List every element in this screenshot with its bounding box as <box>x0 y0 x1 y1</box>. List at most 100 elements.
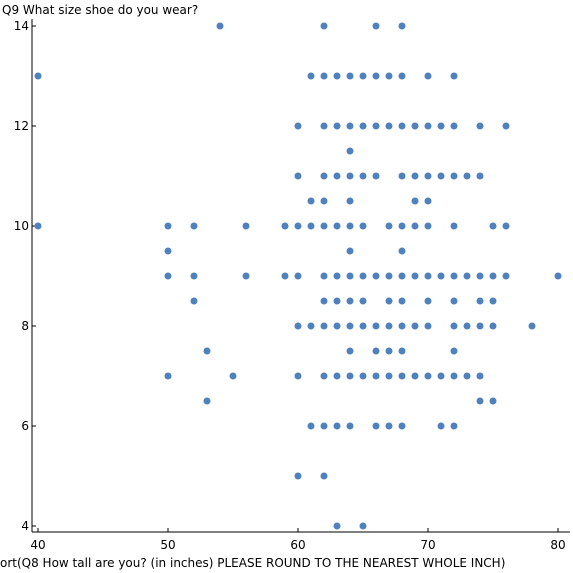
data-point <box>411 322 419 330</box>
data-point <box>346 197 354 205</box>
data-point <box>333 222 341 230</box>
data-point <box>411 122 419 130</box>
data-point <box>307 422 315 430</box>
data-point <box>385 372 393 380</box>
data-point <box>372 72 380 80</box>
data-point <box>489 222 497 230</box>
data-point <box>437 272 445 280</box>
data-point <box>411 372 419 380</box>
data-point <box>450 222 458 230</box>
data-point <box>242 272 250 280</box>
data-point <box>320 172 328 180</box>
data-point <box>346 297 354 305</box>
data-point <box>320 422 328 430</box>
data-point <box>34 222 42 230</box>
data-point <box>398 297 406 305</box>
data-point <box>294 222 302 230</box>
data-point <box>307 222 315 230</box>
data-point <box>333 172 341 180</box>
data-point <box>164 222 172 230</box>
data-point <box>359 272 367 280</box>
data-point <box>164 272 172 280</box>
data-point <box>450 297 458 305</box>
y-axis-label: Q9 What size shoe do you wear? <box>2 3 198 17</box>
data-point <box>164 372 172 380</box>
data-point <box>294 122 302 130</box>
data-point <box>424 297 432 305</box>
data-point <box>346 347 354 355</box>
data-point <box>437 172 445 180</box>
data-point <box>476 372 484 380</box>
data-point <box>398 347 406 355</box>
data-point <box>489 397 497 405</box>
data-point <box>476 122 484 130</box>
data-point <box>294 272 302 280</box>
data-point <box>424 72 432 80</box>
x-tick-label: 60 <box>290 538 305 552</box>
data-point <box>164 247 172 255</box>
x-tick-label: 40 <box>30 538 45 552</box>
data-point <box>359 172 367 180</box>
data-point <box>333 72 341 80</box>
data-point <box>398 247 406 255</box>
data-point <box>411 272 419 280</box>
data-point <box>450 322 458 330</box>
data-point <box>242 222 250 230</box>
data-point <box>489 272 497 280</box>
data-point <box>437 372 445 380</box>
data-point <box>502 122 510 130</box>
data-point <box>190 272 198 280</box>
data-point <box>333 322 341 330</box>
y-tick-label: 4 <box>21 519 29 533</box>
data-point <box>190 297 198 305</box>
data-point <box>372 172 380 180</box>
data-point <box>398 172 406 180</box>
data-point <box>346 72 354 80</box>
data-point <box>450 72 458 80</box>
data-points <box>34 22 562 530</box>
data-point <box>307 72 315 80</box>
data-point <box>320 322 328 330</box>
data-point <box>333 272 341 280</box>
data-point <box>528 322 536 330</box>
data-point <box>320 472 328 480</box>
data-point <box>372 22 380 30</box>
data-point <box>320 297 328 305</box>
x-ticks: 40 50 60 70 80 <box>30 528 566 552</box>
y-ticks: 4 6 8 10 12 14 <box>14 19 36 533</box>
data-point <box>307 322 315 330</box>
x-axis-label: ort(Q8 How tall are you? (in inches) PLE… <box>0 556 505 570</box>
y-tick-label: 6 <box>21 419 29 433</box>
data-point <box>450 347 458 355</box>
data-point <box>411 197 419 205</box>
data-point <box>450 422 458 430</box>
data-point <box>385 272 393 280</box>
data-point <box>34 72 42 80</box>
data-point <box>424 222 432 230</box>
data-point <box>450 372 458 380</box>
data-point <box>398 322 406 330</box>
data-point <box>281 272 289 280</box>
data-point <box>346 172 354 180</box>
data-point <box>476 322 484 330</box>
data-point <box>320 222 328 230</box>
data-point <box>398 222 406 230</box>
data-point <box>294 172 302 180</box>
data-point <box>216 22 224 30</box>
data-point <box>346 422 354 430</box>
data-point <box>424 272 432 280</box>
data-point <box>372 347 380 355</box>
data-point <box>320 122 328 130</box>
data-point <box>372 272 380 280</box>
data-point <box>424 172 432 180</box>
data-point <box>359 322 367 330</box>
data-point <box>450 122 458 130</box>
x-tick-label: 50 <box>160 538 175 552</box>
x-tick-label: 70 <box>420 538 435 552</box>
data-point <box>190 222 198 230</box>
data-point <box>398 22 406 30</box>
data-point <box>398 422 406 430</box>
data-point <box>333 122 341 130</box>
data-point <box>346 122 354 130</box>
data-point <box>333 422 341 430</box>
